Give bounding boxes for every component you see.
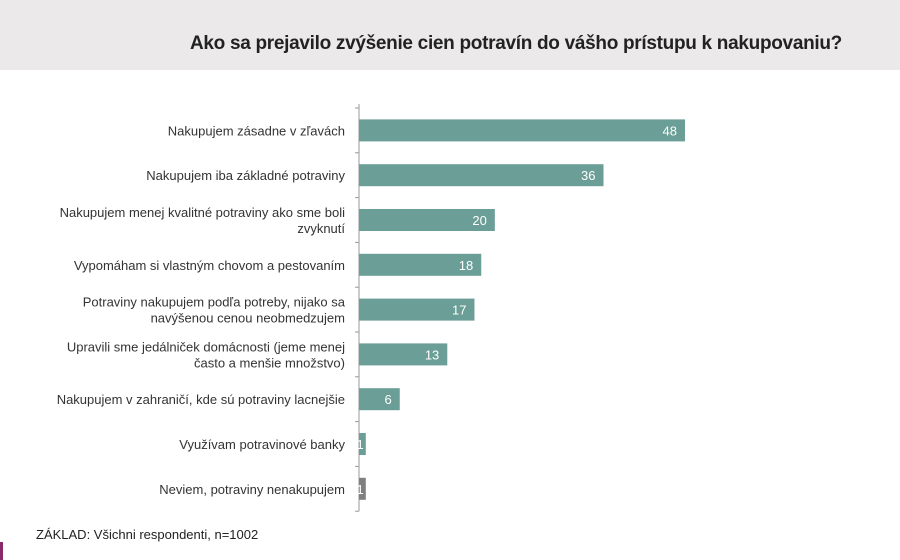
bar bbox=[359, 298, 475, 321]
bar bbox=[359, 343, 448, 366]
data-label: 20 bbox=[472, 213, 486, 228]
bar bbox=[359, 164, 604, 187]
category-label: Nakupujem iba základné potraviny bbox=[146, 168, 345, 183]
bar bbox=[359, 433, 366, 455]
bar bbox=[359, 253, 482, 276]
category-label: navýšenou cenou neobmedzujem bbox=[151, 311, 345, 326]
data-label: 36 bbox=[581, 168, 595, 183]
category-label: Nakupujem menej kvalitné potraviny ako s… bbox=[60, 205, 346, 220]
data-label: 1 bbox=[357, 482, 364, 497]
bar bbox=[359, 477, 366, 500]
category-label: Neviem, potraviny nenakupujem bbox=[159, 482, 345, 497]
category-label: Vypomáham si vlastným chovom a pestovaní… bbox=[74, 258, 345, 273]
category-label: zvyknutí bbox=[297, 221, 345, 236]
category-label: často a menšie množstvo) bbox=[194, 355, 345, 370]
bar bbox=[359, 209, 495, 231]
data-label: 1 bbox=[357, 437, 364, 452]
data-label: 17 bbox=[452, 303, 466, 318]
accent-bar bbox=[0, 542, 3, 560]
category-label: Potraviny nakupujem podľa potreby, nijak… bbox=[83, 295, 346, 310]
header-band bbox=[0, 0, 900, 70]
data-label: 6 bbox=[385, 392, 392, 407]
category-label: Nakupujem zásadne v zľavách bbox=[168, 123, 345, 138]
data-label: 18 bbox=[459, 258, 473, 273]
category-label: Upravili sme jedálniček domácnosti (jeme… bbox=[67, 339, 345, 354]
data-label: 48 bbox=[663, 123, 677, 138]
bar bbox=[359, 388, 400, 411]
category-label: Nakupujem v zahraničí, kde sú potraviny … bbox=[57, 392, 345, 407]
bar bbox=[359, 119, 685, 142]
category-label: Využívam potravinové banky bbox=[179, 437, 345, 452]
data-label: 13 bbox=[425, 347, 439, 362]
chart-title: Ako sa prejavilo zvýšenie cien potravín … bbox=[189, 33, 842, 54]
footer-note: ZÁKLAD: Všichni respondenti, n=1002 bbox=[36, 527, 259, 542]
